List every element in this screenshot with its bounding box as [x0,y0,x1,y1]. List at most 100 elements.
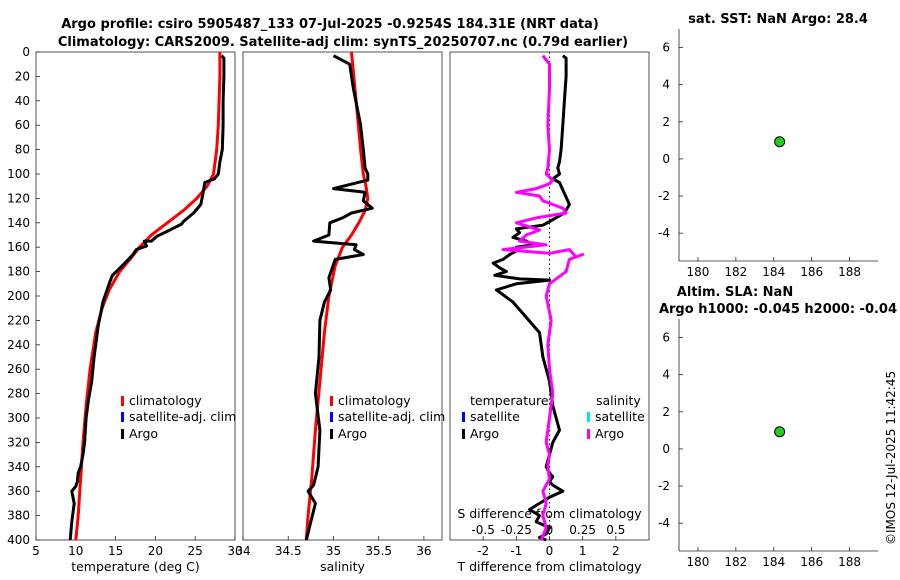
legend-satellite-adj-swatch [330,412,333,422]
legend-temperature-satellite-swatch [462,412,465,422]
y-tick-label: 100 [7,167,30,181]
y-tick-label: 120 [7,191,30,205]
series-line-temperature-argo [491,54,571,542]
x-tick-label: 182 [724,555,747,569]
y-tick-label: 0 [662,442,670,456]
y-tick-label: 380 [7,509,30,523]
legend-salinity-satellite: satellite [595,409,645,424]
s-tick-label: 0.5 [606,523,625,537]
legend-argo-swatch [121,429,124,439]
y-tick-label: 80 [15,143,30,157]
x-tick-label: 188 [838,555,861,569]
x-tick-label: 15 [108,544,123,558]
y-tick-label: 40 [15,94,30,108]
salinity-panel: 34 34.5 35 35.5 36 salinity climatologysatelli… [235,51,445,574]
x-tick-label: 35 [326,544,341,558]
x-tick-label: 182 [724,265,747,279]
main-title-line1: Argo profile: csiro 5905487_133 07-Jul-2… [61,17,599,32]
x-tick-label: 188 [838,265,861,279]
sst-map-title: sat. SST: NaN Argo: 28.4 [688,12,868,27]
x-tick-label: 186 [800,555,823,569]
float-location-marker [774,136,786,148]
legend-climatology-swatch [330,396,333,406]
x-tick-label: 34.5 [275,544,302,558]
series-line-salinity-argo [501,54,585,541]
x-tick-label: 180 [686,555,709,569]
x-tick-label: 20 [148,544,163,558]
legend-climatology-swatch [121,396,124,406]
x-tick-label: 34 [235,544,250,558]
y-tick-label: 0 [22,45,30,59]
legend-climatology: climatology [129,393,202,408]
series-line-climatology [304,51,370,541]
x-tick-label: 30 [227,544,242,558]
legend-satellite-adj: satellite-adj. clim [129,409,236,424]
float-location-marker [774,426,786,438]
x-tick-label: -1 [510,544,522,558]
x-tick-label: 184 [762,555,785,569]
x-tick-label: 2 [612,544,620,558]
y-tick-label: -4 [658,226,670,240]
x-axis-label: temperature (deg C) [71,559,200,574]
x-tick-label: 0 [546,544,554,558]
x-tick-label: 186 [800,265,823,279]
y-tick-label: -4 [658,516,670,530]
y-tick-label: 180 [7,265,30,279]
legend-salinity-argo: Argo [595,426,624,441]
y-tick-label: 6 [662,331,670,345]
s-axis-label: S difference from climatology [457,506,642,521]
y-tick-label: -2 [658,189,670,203]
y-tick-label: 4 [662,78,670,92]
y-tick-label: 240 [7,338,30,352]
series-line-argo [68,54,226,541]
y-tick-label: 360 [7,484,30,498]
x-tick-label: 35.5 [365,544,392,558]
legend-argo: Argo [338,426,367,441]
salinity-axes-frame [242,51,443,541]
y-tick-label: 0 [662,152,670,166]
temperature-axes-frame [35,51,236,541]
y-tick-label: 200 [7,289,30,303]
y-tick-label: 2 [662,115,670,129]
legend-temperature-argo: Argo [470,426,499,441]
x-tick-label: 36 [416,544,431,558]
x-tick-label: -2 [477,544,489,558]
sla-map-panel: -4 -2 0 2 4 6 180 182 184 186 188 [658,319,878,569]
x-axis-label: salinity [320,559,365,574]
series-line-argo [304,54,374,541]
legend-temperature-satellite: satellite [470,409,520,424]
legend-satellite-adj: satellite-adj. clim [338,409,445,424]
y-tick-label: -2 [658,479,670,493]
difference-panel: -2 -1 0 1 2T difference from climatology S di… [449,51,650,574]
legend-climatology: climatology [338,393,411,408]
y-tick-label: 340 [7,460,30,474]
x-tick-label: 10 [68,544,83,558]
y-tick-label: 2 [662,405,670,419]
sla-map-title-line1: Altim. SLA: NaN [677,285,793,300]
y-tick-label: 140 [7,216,30,230]
main-title-line2: Climatology: CARS2009. Satellite-adj cli… [58,35,628,50]
s-tick-label: -0.25 [501,523,532,537]
legend-salinity-argo-swatch [587,429,590,439]
y-tick-label: 400 [7,533,30,547]
x-tick-label: 180 [686,265,709,279]
x-tick-label: 1 [579,544,587,558]
sst-map-panel: -4 -2 0 2 4 6 180 182 184 186 188 [658,29,878,279]
x-tick-label: 25 [188,544,203,558]
s-tick-label: 0.25 [569,523,596,537]
y-tick-label: 60 [15,118,30,132]
s-tick-label: -0.5 [471,523,494,537]
timestamp: ©IMOS 12-Jul-2025 11:42:45 [884,371,898,545]
x-tick-label: 184 [762,265,785,279]
legend-salinity-satellite-swatch [587,412,590,422]
y-tick-label: 260 [7,362,30,376]
legend-argo: Argo [129,426,158,441]
y-tick-label: 4 [662,368,670,382]
x-axis-label: T difference from climatology [456,559,642,574]
y-tick-label: 320 [7,435,30,449]
y-tick-label: 160 [7,240,30,254]
x-tick-label: 5 [32,544,40,558]
legend-temperature-argo-swatch [462,429,465,439]
series-line-climatology [74,52,222,541]
